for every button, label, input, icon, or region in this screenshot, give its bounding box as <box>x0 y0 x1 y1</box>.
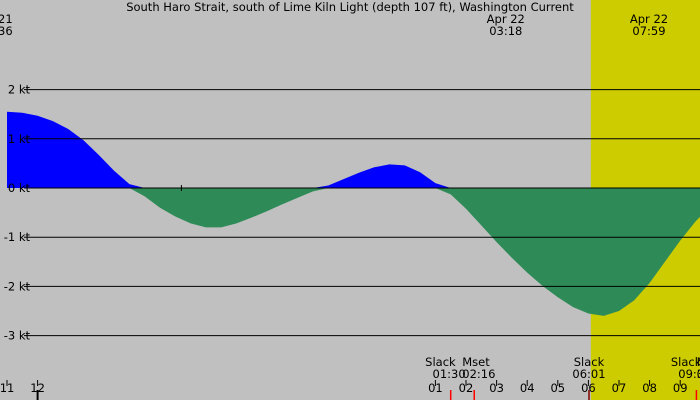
y-tick-label: 1 kt <box>8 132 31 146</box>
current-areas <box>7 111 700 316</box>
y-tick-label: 2 kt <box>8 83 31 97</box>
gridlines <box>24 89 700 337</box>
bottom-event-labels: Slack01:30Mset02:16Slack06:01Slack09:32M… <box>425 355 700 381</box>
top-event-date: Apr 22 <box>487 12 525 26</box>
bottom-event-name: Slack <box>574 355 605 369</box>
top-event-date: 21 <box>0 12 13 26</box>
x-tick-label: 08 <box>642 381 657 395</box>
bottom-event-name: Mrise <box>697 355 700 369</box>
top-event-date: Apr 22 <box>630 12 668 26</box>
x-tick-label: 04 <box>520 381 535 395</box>
x-tick-label: 03 <box>489 381 504 395</box>
x-tick-label: 11 <box>0 381 14 395</box>
y-axis-labels: 2 kt 1 kt 0 kt -1 kt -2 kt -3 kt <box>4 83 31 343</box>
top-event-time: 03:18 <box>489 24 522 38</box>
x-tick-label: 07 <box>612 381 627 395</box>
bottom-event-time: 02:16 <box>462 367 495 381</box>
y-tick-label: 0 kt <box>8 181 31 195</box>
y-tick-label: -2 kt <box>4 279 31 293</box>
y-tick-label: -1 kt <box>4 230 31 244</box>
x-tick-label: 06 <box>581 381 596 395</box>
bottom-event-time: 09:56 <box>697 367 700 381</box>
bottom-event-time: 01:30 <box>433 367 466 381</box>
bottom-event-time: 09:32 <box>678 367 700 381</box>
bottom-event-name: Slack <box>671 355 700 369</box>
x-tick-label: 09 <box>673 381 688 395</box>
ebb-area <box>7 188 700 316</box>
top-event-time: 36 <box>0 24 13 38</box>
x-tick-label: 05 <box>550 381 565 395</box>
x-tick-label: 02 <box>459 381 474 395</box>
x-tick-label: 01 <box>428 381 443 395</box>
bottom-event-name: Mset <box>462 355 490 369</box>
x-tick-label: 12 <box>30 381 45 395</box>
y-tick-label: -3 kt <box>4 329 31 343</box>
bottom-event-time: 06:01 <box>572 367 605 381</box>
x-axis: 1112010203040506070809101112010203040506… <box>0 185 698 400</box>
chart-title: South Haro Strait, south of Lime Kiln Li… <box>126 0 574 14</box>
flood-area <box>7 111 700 188</box>
top-event-time: 07:59 <box>632 24 665 38</box>
bottom-event-name: Slack <box>425 355 456 369</box>
